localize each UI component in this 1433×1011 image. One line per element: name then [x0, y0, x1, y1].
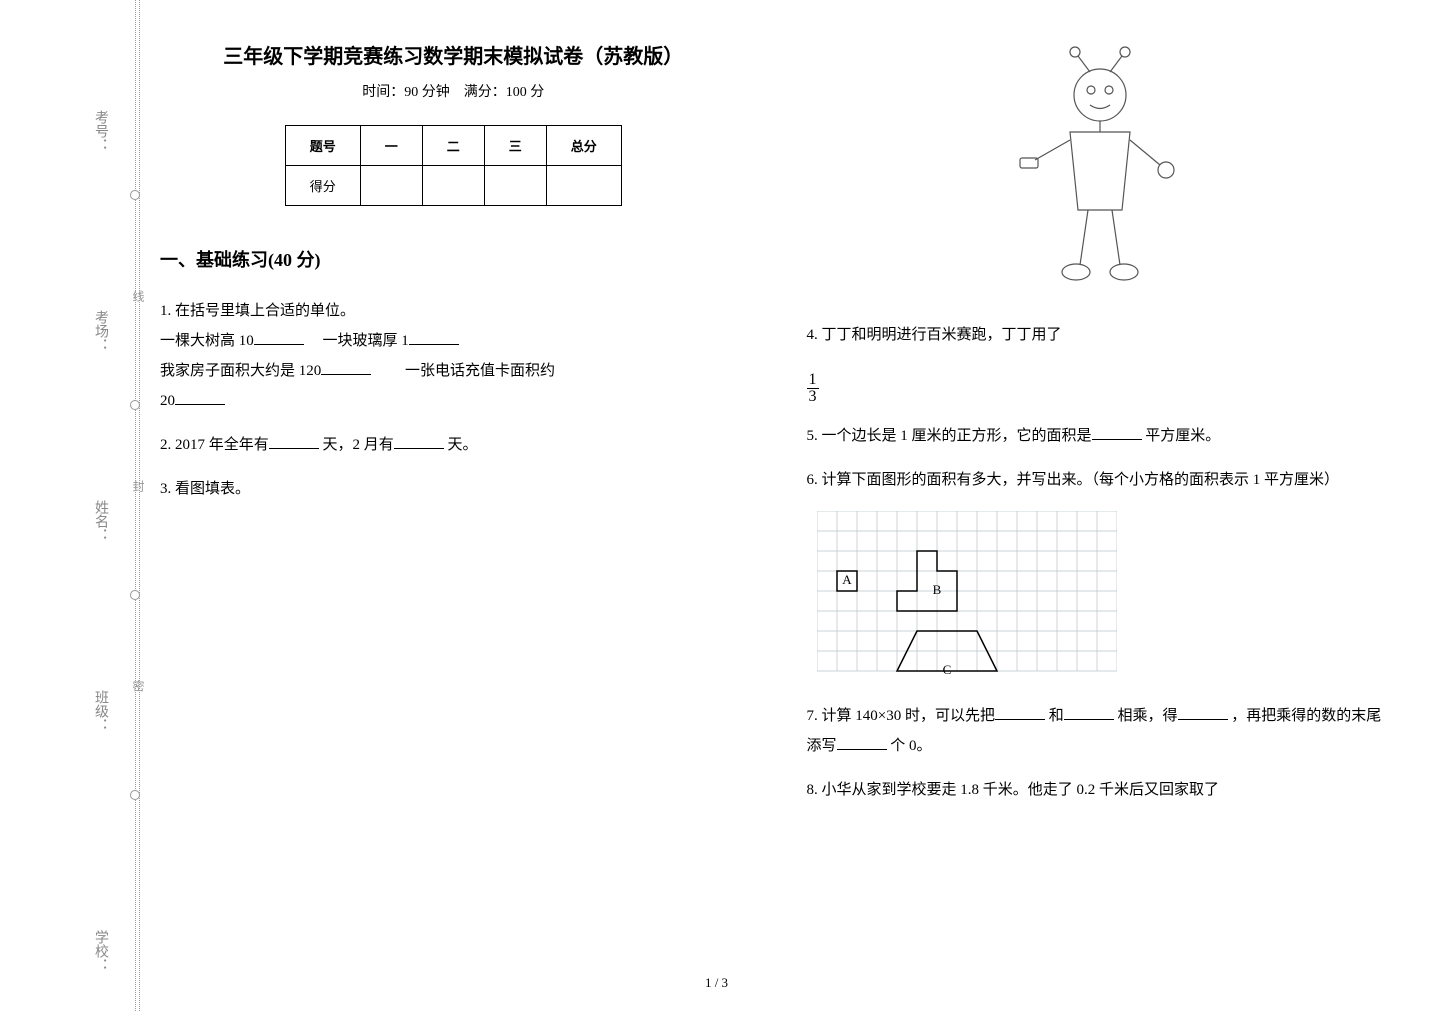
question-4: 4. 丁丁和明明进行百米赛跑，丁丁用了: [807, 320, 1394, 350]
q-text: 6. 计算下面图形的面积有多大，并写出来。（每个小方格的面积表示 1 平方厘米）: [807, 472, 1340, 488]
left-column: 三年级下学期竞赛练习数学期末模拟试卷（苏教版） 时间：90 分钟 满分：100 …: [160, 40, 747, 971]
q-text: 一张电话充值卡面积约: [405, 363, 555, 379]
q-text: 5. 一个边长是 1 厘米的正方形，它的面积是: [807, 428, 1092, 444]
seal-line-char: 封: [130, 480, 147, 498]
q-text: 我家房子面积大约是 120: [160, 363, 321, 379]
q1-prompt: 1. 在括号里填上合适的单位。: [160, 296, 747, 326]
svg-text:A: A: [842, 572, 852, 587]
q-text: 4. 丁丁和明明进行百米赛跑，丁丁用了: [807, 327, 1062, 343]
sidebar-field-label: 姓名：: [90, 500, 110, 542]
question-3: 3. 看图填表。: [160, 474, 747, 504]
fraction-numerator: 1: [807, 372, 819, 389]
q-text: 个 0。: [890, 738, 931, 754]
question-7: 7. 计算 140×30 时，可以先把 和 相乘，得 ，再把乘得的数的末尾添写 …: [807, 701, 1394, 761]
q-text: 天。: [448, 437, 478, 453]
q-text: 7. 计算 140×30 时，可以先把: [807, 708, 995, 724]
page-number: 1 / 3: [705, 975, 728, 991]
dotted-line: [135, 0, 136, 1011]
seal-line-char: 线: [130, 290, 147, 308]
score-cell: [422, 166, 484, 206]
svg-text:C: C: [942, 662, 951, 677]
q-text: 8. 小华从家到学校要走 1.8 千米。他走了 0.2 千米后又回家取了: [807, 782, 1220, 798]
q1-line: 我家房子面积大约是 120 一张电话充值卡面积约: [160, 356, 747, 386]
svg-text:B: B: [932, 582, 941, 597]
q1-line: 一棵大树高 10 一块玻璃厚 1: [160, 326, 747, 356]
col-header: 三: [484, 126, 546, 166]
score-cell: [360, 166, 422, 206]
fraction-display: 1 3: [807, 372, 819, 405]
col-header: 一: [360, 126, 422, 166]
col-header: 二: [422, 126, 484, 166]
q-text: 20: [160, 393, 175, 409]
sidebar-field-label: 考号：: [90, 110, 110, 152]
question-6: 6. 计算下面图形的面积有多大，并写出来。（每个小方格的面积表示 1 平方厘米）: [807, 465, 1394, 495]
fill-blank: [254, 330, 304, 345]
exam-subtitle: 时间：90 分钟 满分：100 分: [160, 81, 747, 101]
fill-blank: [394, 434, 444, 449]
q-text: 一棵大树高 10: [160, 333, 254, 349]
score-cell: [484, 166, 546, 206]
sidebar-field-label: 考场：: [90, 310, 110, 352]
sidebar-field-label: 班级：: [90, 690, 110, 732]
q-text: 一块玻璃厚 1: [323, 333, 409, 349]
fold-circle-mark: [130, 190, 140, 200]
question-1: 1. 在括号里填上合适的单位。 一棵大树高 10 一块玻璃厚 1 我家房子面积大…: [160, 296, 747, 416]
main-content: 三年级下学期竞赛练习数学期末模拟试卷（苏教版） 时间：90 分钟 满分：100 …: [160, 40, 1393, 971]
col-header: 题号: [285, 126, 360, 166]
col-header: 总分: [546, 126, 621, 166]
exam-title: 三年级下学期竞赛练习数学期末模拟试卷（苏教版）: [160, 40, 747, 69]
q-text: 3. 看图填表。: [160, 481, 250, 497]
score-table: 题号 一 二 三 总分 得分: [285, 125, 622, 206]
fill-blank: [1064, 705, 1114, 720]
question-5: 5. 一个边长是 1 厘米的正方形，它的面积是 平方厘米。: [807, 421, 1394, 451]
fill-blank: [175, 390, 225, 405]
table-row: 题号 一 二 三 总分: [285, 126, 621, 166]
q-text: 2. 2017 年全年有: [160, 437, 269, 453]
question-2: 2. 2017 年全年有 天，2 月有 天。: [160, 430, 747, 460]
table-row: 得分: [285, 166, 621, 206]
row-label: 得分: [285, 166, 360, 206]
sidebar-field-label: 学校：: [90, 930, 110, 972]
right-column: 4. 丁丁和明明进行百米赛跑，丁丁用了 1 3 5. 一个边长是 1 厘米的正方…: [807, 40, 1394, 971]
question-8: 8. 小华从家到学校要走 1.8 千米。他走了 0.2 千米后又回家取了: [807, 775, 1394, 805]
score-cell: [546, 166, 621, 206]
seal-line-char: 密: [130, 680, 147, 698]
fraction-denominator: 3: [807, 389, 819, 405]
fill-blank: [1092, 425, 1142, 440]
fill-blank: [409, 330, 459, 345]
q-text: 天，2 月有: [323, 437, 394, 453]
fill-blank: [995, 705, 1045, 720]
fill-blank: [837, 735, 887, 750]
fill-blank: [321, 360, 371, 375]
grid-figure: A B C: [817, 511, 1117, 681]
robot-figure: [1000, 40, 1200, 300]
fill-blank: [1178, 705, 1228, 720]
q-text: 相乘，得: [1117, 708, 1177, 724]
q-text: 和: [1049, 708, 1064, 724]
section-header: 一、基础练习(40 分): [160, 246, 747, 272]
fold-circle-mark: [130, 400, 140, 410]
binding-sidebar: 考号：考场：姓名：班级：学校：线封密: [60, 0, 140, 1011]
q1-line: 20: [160, 386, 747, 416]
fold-circle-mark: [130, 590, 140, 600]
fill-blank: [269, 434, 319, 449]
q-text: 平方厘米。: [1145, 428, 1220, 444]
fold-circle-mark: [130, 790, 140, 800]
